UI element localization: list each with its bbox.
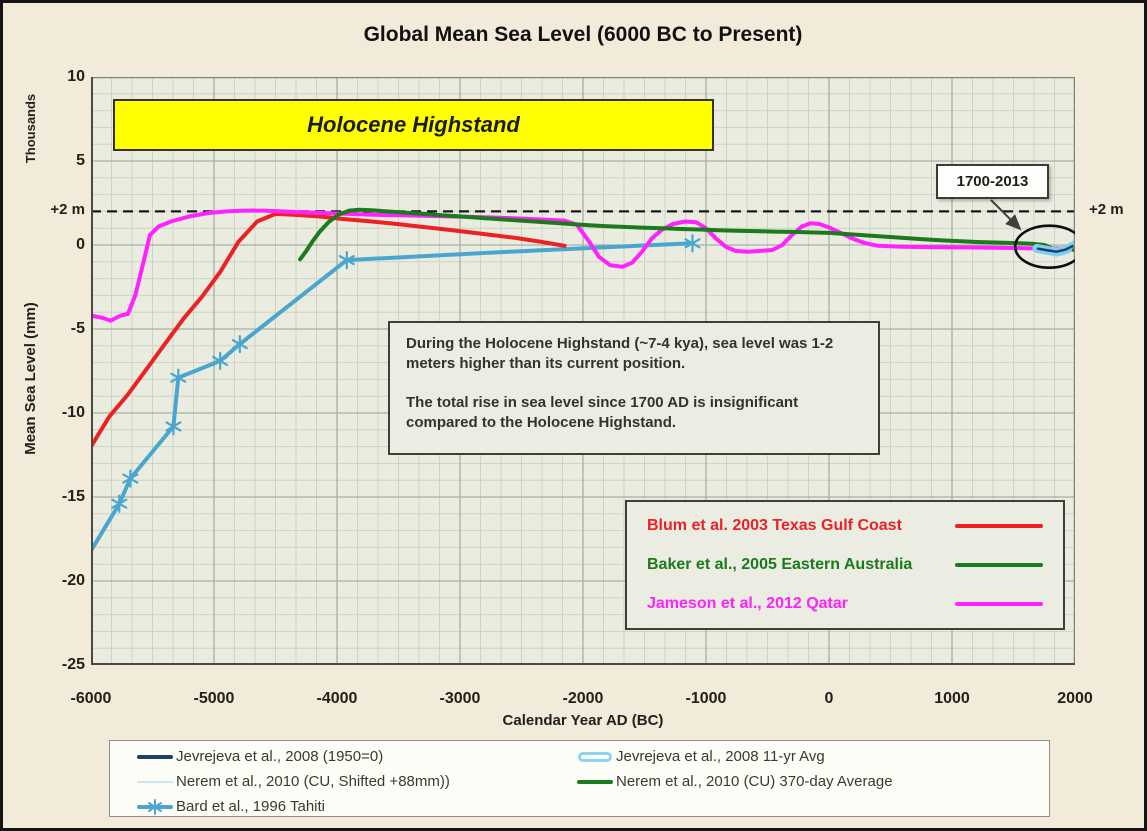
bottom-legend-row: Jevrejeva et al., 2008 11-yr Avg <box>576 744 893 769</box>
asterisk-marker <box>165 421 182 432</box>
y-axis-title: Mean Sea Level (mm) <box>21 258 39 498</box>
inner-legend-label: Blum et al. 2003 Texas Gulf Coast <box>647 516 902 534</box>
y-tick-label: -25 <box>61 656 85 673</box>
bottom-legend-column-1: Jevrejeva et al., 2008 (1950=0) Nerem et … <box>136 744 450 819</box>
callout-1700-2013: 1700-2013 <box>936 164 1049 199</box>
y-tick-label: -10 <box>61 404 85 421</box>
line-thin-legend-marker <box>136 773 174 791</box>
series-jevrejeva-et-al-2008-1950-0- <box>1036 243 1078 253</box>
inner-legend: Blum et al. 2003 Texas Gulf Coast Baker e… <box>625 500 1065 630</box>
asterisk-marker <box>122 473 139 484</box>
line-thick-legend-marker <box>136 748 174 766</box>
series-baker-et-al-2005-eastern-australia <box>298 207 1077 262</box>
x-tick-label: -5000 <box>193 690 235 707</box>
series-bard-et-al-1996-tahiti <box>89 241 695 553</box>
inner-legend-line-swatch <box>955 602 1043 607</box>
callout-arrow <box>990 199 1022 231</box>
inner-legend-label: Baker et al., 2005 Eastern Australia <box>647 555 913 573</box>
inner-legend-line-swatch <box>955 523 1043 528</box>
y-axis-secondary-title-text: Thousands <box>23 93 39 163</box>
asterisk-marker <box>338 255 355 266</box>
inner-legend-row: Blum et al. 2003 Texas Gulf Coast <box>647 517 1043 535</box>
line-asterisk-legend-marker <box>136 798 174 816</box>
capsule-swatch <box>578 751 612 762</box>
y-axis-title-text: Mean Sea Level (mm) <box>21 301 39 455</box>
asterisk-marker <box>170 372 187 383</box>
bottom-legend-label: Nerem et al., 2010 (CU) 370-day Average <box>616 773 893 790</box>
asterisk-marker <box>111 498 128 509</box>
bottom-legend-row: Bard et al., 1996 Tahiti <box>136 794 450 819</box>
asterisk-marker <box>212 355 229 367</box>
x-tick-label: 0 <box>824 690 834 707</box>
ref-line-label-right: +2 m <box>1089 201 1124 218</box>
x-tick-label: -6000 <box>70 690 112 707</box>
asterisk-marker <box>231 339 248 350</box>
y-tick-label: -5 <box>70 320 85 337</box>
bottom-legend-label: Bard et al., 1996 Tahiti <box>176 798 325 815</box>
x-axis-title: Calendar Year AD (BC) <box>502 712 664 729</box>
asterisk-marker <box>684 238 701 249</box>
x-tick-label: -2000 <box>562 690 604 707</box>
y-tick-label: -15 <box>61 488 85 505</box>
chart-title: Global Mean Sea Level (6000 BC to Presen… <box>363 23 803 46</box>
bottom-legend-row: Jevrejeva et al., 2008 (1950=0) <box>136 744 450 769</box>
series-jameson-et-al-2012-qatar <box>89 208 1073 323</box>
plot-area <box>89 76 1085 666</box>
line-swatch <box>137 780 173 783</box>
y-tick-label: -20 <box>61 572 85 589</box>
inner-legend-row: Baker et al., 2005 Eastern Australia <box>647 556 1043 574</box>
series-blum-et-al-2003-texas-gulf-coast <box>89 211 567 449</box>
y-tick-label: 5 <box>76 152 85 169</box>
inner-legend-label: Jameson et al., 2012 Qatar <box>647 595 848 613</box>
capsule-legend-marker <box>576 748 614 766</box>
asterisk-icon <box>148 798 162 815</box>
y-tick-label: 10 <box>67 68 85 85</box>
plot-svg <box>89 76 1085 666</box>
bottom-legend-row: Nerem et al., 2010 (CU) 370-day Average <box>576 769 893 794</box>
bottom-legend-label: Jevrejeva et al., 2008 (1950=0) <box>176 748 384 765</box>
x-tick-label: -4000 <box>316 690 358 707</box>
ref-line-label-left: +2 m <box>50 201 85 218</box>
inner-legend-row: Jameson et al., 2012 Qatar <box>647 595 1043 613</box>
x-tick-label: 2000 <box>1057 690 1093 707</box>
bottom-legend-label: Jevrejeva et al., 2008 11-yr Avg <box>616 748 825 765</box>
x-tick-label: -1000 <box>685 690 727 707</box>
x-tick-label: 1000 <box>934 690 970 707</box>
line-legend-marker <box>576 773 614 791</box>
asterisk-stroke <box>148 801 162 812</box>
x-tick-label: -3000 <box>439 690 481 707</box>
bottom-legend-column-2: Jevrejeva et al., 2008 11-yr Avg Nerem et… <box>576 744 893 794</box>
y-tick-label: 0 <box>76 236 85 253</box>
line-swatch <box>137 754 173 759</box>
line-swatch <box>577 779 613 784</box>
bottom-legend: Jevrejeva et al., 2008 (1950=0) Nerem et … <box>109 740 1050 817</box>
bottom-legend-row: Nerem et al., 2010 (CU, Shifted +88mm)) <box>136 769 450 794</box>
y-axis-secondary-title: Thousands <box>23 69 39 187</box>
holocene-highstand-banner: Holocene Highstand <box>113 99 714 151</box>
bottom-legend-label: Nerem et al., 2010 (CU, Shifted +88mm)) <box>176 773 450 790</box>
inner-legend-line-swatch <box>955 562 1043 567</box>
annotation-paragraph-2: The total rise in sea level since 1700 A… <box>406 393 799 431</box>
annotation-paragraph-1: During the Holocene Highstand (~7-4 kya)… <box>406 335 834 373</box>
annotation-box: During the Holocene Highstand (~7-4 kya)… <box>388 321 880 455</box>
